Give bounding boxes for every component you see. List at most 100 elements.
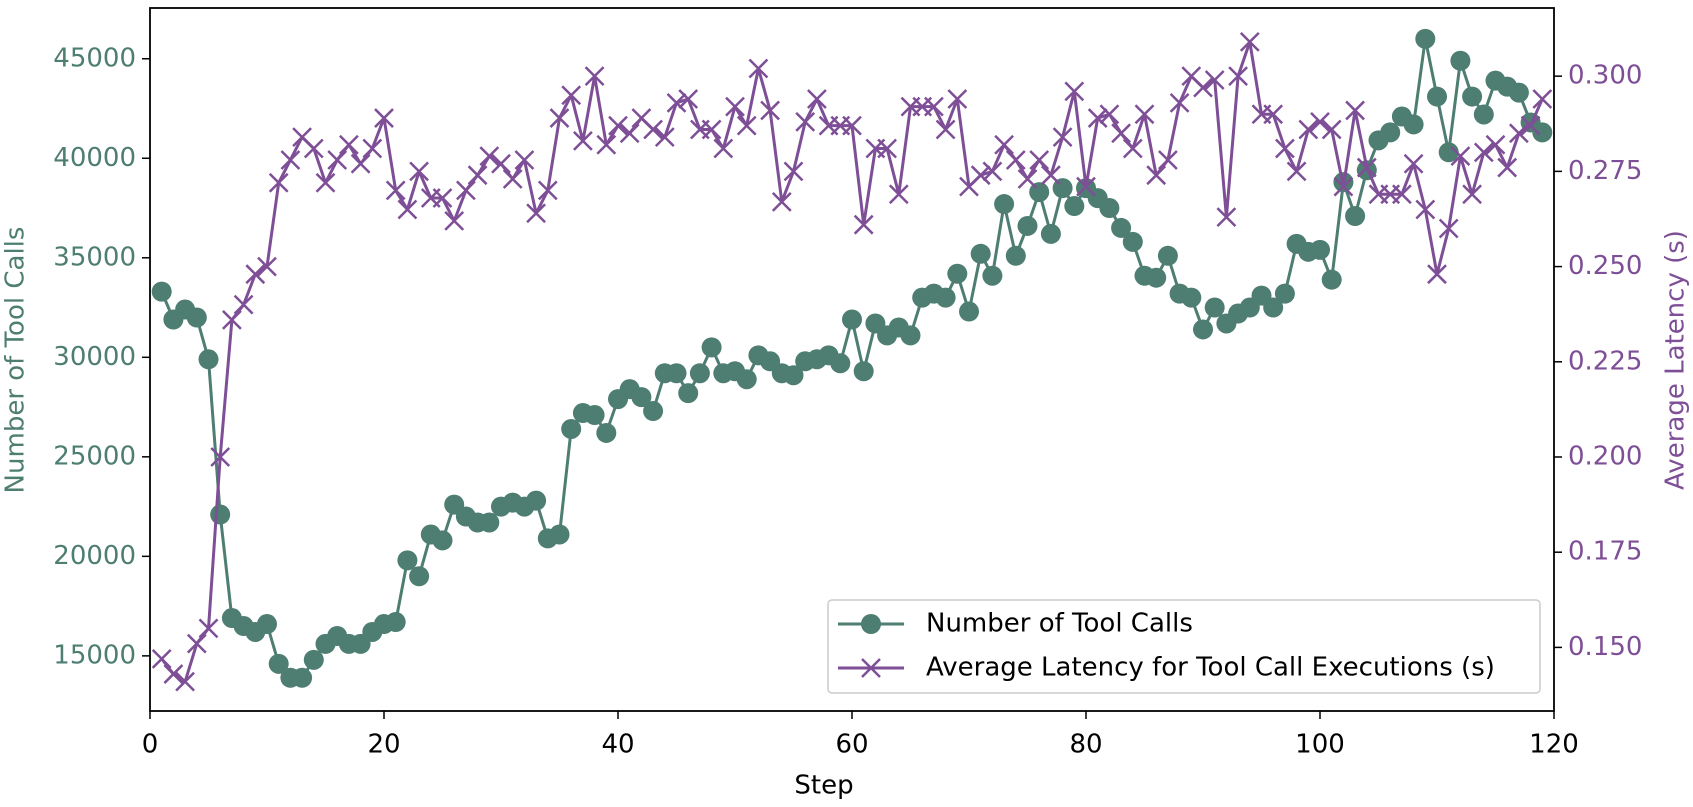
point-marker [654, 127, 675, 147]
point-marker [385, 612, 406, 633]
point-marker [1508, 82, 1529, 103]
point-marker [1403, 114, 1424, 135]
y2-tick-label: 0.150 [1568, 632, 1642, 662]
point-marker [432, 530, 453, 551]
point-marker [151, 281, 172, 302]
legend-label: Number of Tool Calls [926, 609, 1193, 639]
y-tick-label: 45000 [53, 43, 136, 73]
point-marker [175, 671, 195, 692]
point-marker [853, 214, 874, 235]
point-marker [771, 191, 792, 212]
y-tick-label: 25000 [53, 441, 136, 471]
point-marker [935, 119, 956, 140]
point-marker [186, 307, 207, 328]
y-axis-label: Number of Tool Calls [1, 227, 31, 494]
point-marker [1427, 264, 1447, 285]
point-marker [701, 337, 722, 358]
point-marker [888, 184, 909, 205]
series [151, 28, 1553, 688]
point-marker [994, 194, 1015, 215]
y2-tick-label: 0.175 [1568, 537, 1642, 567]
point-marker [1345, 205, 1366, 226]
point-marker [643, 401, 664, 422]
point-marker [1356, 157, 1377, 178]
point-marker [853, 361, 874, 382]
point-marker [444, 210, 465, 231]
point-marker [315, 172, 336, 193]
point-marker [935, 287, 956, 308]
legend-box [827, 599, 1541, 694]
point-marker [1204, 297, 1225, 318]
point-marker [327, 150, 348, 170]
point-marker [713, 138, 734, 159]
point-marker [725, 96, 745, 117]
point-marker [1111, 123, 1131, 144]
y2-axis-label: Average Latency (s) [1661, 230, 1691, 490]
point-marker [479, 512, 500, 533]
point-marker [1017, 169, 1038, 189]
point-marker [432, 188, 453, 208]
point-marker [1157, 245, 1178, 266]
point-marker [1298, 119, 1319, 140]
point-marker [924, 96, 944, 117]
point-marker [1181, 287, 1202, 308]
point-marker [397, 550, 418, 571]
point-marker [210, 504, 231, 525]
point-marker [1532, 89, 1553, 109]
point-marker [1427, 86, 1447, 107]
point-marker [526, 203, 546, 224]
point-marker [1321, 269, 1342, 290]
y-tick-label: 30000 [53, 342, 136, 372]
point-marker [1158, 150, 1178, 170]
x-tick-label: 60 [835, 730, 868, 760]
point-marker [1263, 297, 1284, 318]
point-marker [1087, 108, 1108, 128]
point-marker [339, 134, 359, 155]
y2-tick-label: 0.275 [1568, 156, 1642, 186]
point-marker [689, 363, 710, 384]
point-marker [280, 150, 301, 170]
point-marker [151, 648, 172, 669]
point-marker [514, 150, 535, 170]
point-marker [1520, 115, 1541, 136]
point-marker [830, 353, 851, 374]
point-marker [678, 383, 699, 404]
point-marker [1076, 176, 1096, 197]
point-marker [1122, 231, 1143, 252]
x-tick-label: 0 [142, 730, 159, 760]
point-marker [584, 66, 605, 87]
point-marker [537, 180, 558, 201]
point-marker [245, 264, 266, 285]
point-marker [292, 667, 313, 688]
point-marker [1497, 157, 1518, 178]
point-marker [1274, 283, 1295, 304]
point-marker [210, 447, 231, 467]
point-marker [1450, 50, 1471, 71]
point-marker [1275, 138, 1295, 159]
point-marker [1286, 161, 1307, 182]
point-marker [549, 524, 570, 545]
point-marker [198, 618, 219, 639]
point-marker [643, 119, 663, 140]
point-marker [467, 165, 488, 186]
point-marker [736, 369, 757, 390]
point-marker [1099, 198, 1120, 219]
point-marker [1134, 104, 1155, 125]
point-marker [1064, 196, 1085, 217]
series [151, 32, 1553, 692]
point-marker [783, 365, 804, 386]
point-marker [596, 422, 617, 443]
point-marker [877, 138, 897, 159]
legend-label: Average Latency for Tool Call Executions… [926, 653, 1495, 683]
point-marker [303, 649, 324, 670]
point-marker [994, 134, 1014, 155]
point-marker [748, 58, 769, 79]
point-marker [374, 108, 394, 128]
point-marker [222, 310, 242, 330]
point-marker [1462, 86, 1483, 107]
y2-tick-label: 0.200 [1568, 441, 1642, 471]
point-marker [631, 387, 652, 408]
point-marker [257, 614, 277, 635]
